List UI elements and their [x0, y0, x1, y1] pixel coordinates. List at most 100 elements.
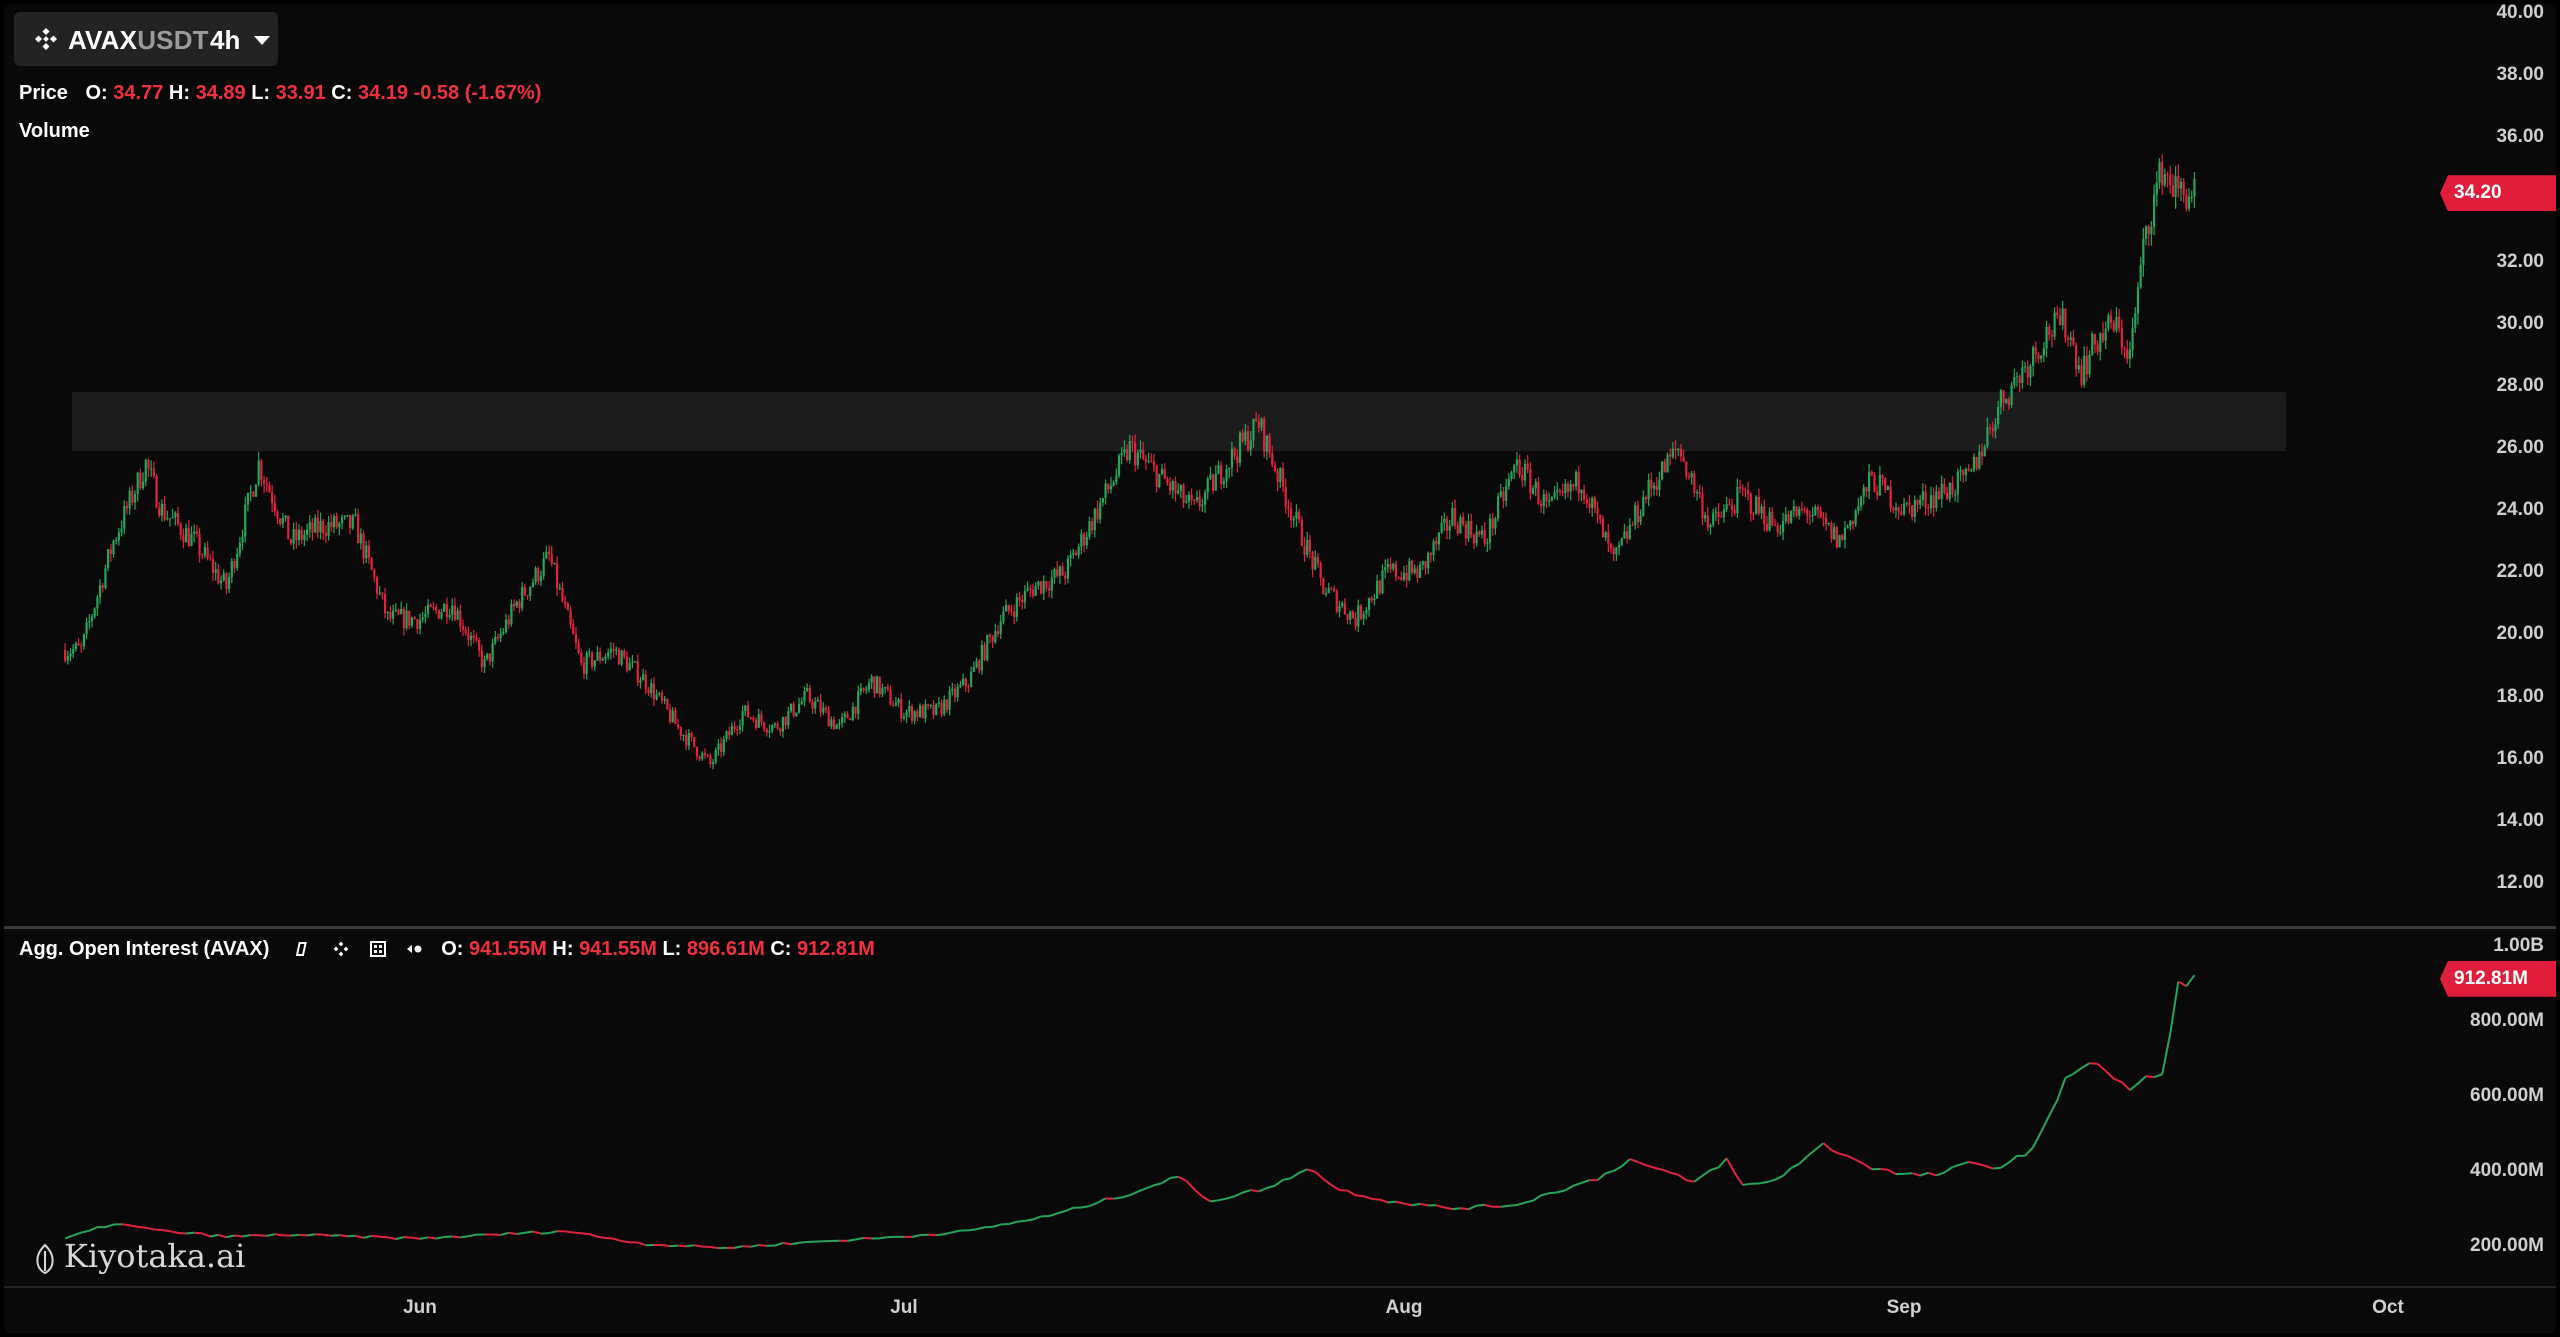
price-candle	[935, 703, 938, 715]
price-candle	[776, 723, 779, 729]
price-candle	[2026, 366, 2029, 378]
price-candle	[1800, 508, 1804, 510]
price-candle	[1147, 460, 1150, 462]
price-candle	[1330, 588, 1333, 590]
price-candle	[1980, 451, 1984, 457]
price-candle	[410, 617, 414, 626]
price-candle	[1913, 500, 1916, 518]
price-candle	[808, 687, 811, 702]
oi-line-segment	[1508, 1204, 1518, 1207]
price-candle	[1389, 564, 1392, 569]
oi-line-segment	[661, 1244, 671, 1248]
oi-line-segment	[847, 1238, 856, 1242]
price-candle	[72, 649, 75, 654]
price-candle	[746, 705, 750, 718]
stack-icon[interactable]	[295, 941, 311, 957]
price-candle	[271, 492, 274, 504]
price-candle	[128, 490, 131, 509]
price-candle	[397, 609, 400, 614]
price-candle	[553, 563, 556, 565]
price-candle	[1892, 508, 1895, 510]
oi-line-segment	[581, 1232, 590, 1236]
price-candle	[1897, 507, 1900, 512]
price-candle	[1841, 535, 1844, 540]
price-candle	[1427, 553, 1430, 569]
oi-axis-label: 200.00M	[2470, 1235, 2544, 1256]
oi-line-segment	[1226, 1195, 1235, 1200]
price-candle	[1545, 494, 1548, 502]
oi-line-segment	[1943, 1166, 1954, 1174]
price-candle	[90, 616, 94, 622]
price-candle	[1553, 492, 1556, 498]
price-candle	[1462, 516, 1465, 525]
oi-line-segment	[1984, 1164, 1994, 1170]
price-candle	[1744, 489, 1747, 491]
oi-line-segment	[1258, 1186, 1268, 1193]
price-candle	[685, 735, 688, 746]
price-candle	[1187, 494, 1191, 502]
price-candle	[359, 533, 362, 544]
oi-line-segment	[1766, 1178, 1776, 1183]
swap-icon[interactable]	[406, 941, 424, 957]
price-candle	[1214, 473, 1217, 491]
oi-line-segment	[1403, 1202, 1413, 1207]
price-candle	[308, 522, 311, 530]
price-candle	[1542, 494, 1545, 507]
symbol-selector[interactable]: AVAXUSDT 4h	[14, 12, 278, 66]
oi-low-value: 896.61M	[686, 938, 765, 960]
price-candle	[1954, 494, 1957, 496]
price-candle	[1730, 504, 1734, 511]
binance-icon[interactable]	[333, 941, 349, 957]
price-candle	[542, 558, 545, 576]
price-candle	[741, 711, 744, 726]
oi-line-segment	[863, 1236, 872, 1240]
price-candle	[1271, 453, 1274, 466]
price-candle	[1281, 468, 1285, 487]
price-candle	[217, 569, 220, 584]
oi-line-segment	[1193, 1188, 1204, 1198]
oi-line-segment	[274, 1233, 284, 1237]
chart-canvas[interactable]	[4, 4, 2556, 1333]
price-candle	[714, 749, 717, 763]
oi-line-segment	[298, 1233, 308, 1237]
price-candle	[1354, 617, 1357, 627]
oi-line-segment	[589, 1233, 598, 1238]
price-candle	[2002, 390, 2005, 403]
price-candle	[1432, 541, 1435, 555]
price-candle	[2093, 333, 2097, 345]
price-candle	[1846, 526, 1849, 529]
price-candle	[986, 635, 989, 660]
oi-line-segment	[1613, 1165, 1623, 1172]
price-candle	[1717, 511, 1720, 517]
price-candle	[373, 569, 376, 578]
price-candle	[924, 704, 927, 719]
oi-line-segment	[734, 1245, 743, 1249]
price-candle	[1655, 485, 1658, 491]
oi-icon-row	[281, 938, 430, 961]
price-candle	[155, 475, 158, 508]
price-candle	[1316, 556, 1320, 564]
price-candle	[2139, 264, 2142, 288]
oi-line-segment	[1661, 1168, 1671, 1174]
price-candle	[2066, 337, 2070, 340]
price-candle	[1394, 563, 1398, 578]
oi-line-segment	[1379, 1198, 1389, 1204]
price-candle	[1808, 515, 1812, 517]
price-candle	[1521, 475, 1524, 481]
price-candle	[370, 557, 373, 570]
price-candle	[80, 645, 83, 647]
exchange-grid-icon[interactable]	[370, 941, 387, 957]
price-candle	[1948, 482, 1951, 499]
price-candle	[1080, 533, 1083, 547]
price-candle	[1370, 598, 1373, 601]
price-candle	[1284, 486, 1287, 507]
price-candle	[695, 746, 699, 757]
price-candle	[2115, 316, 2118, 331]
oi-line-segment	[2113, 1077, 2123, 1084]
oi-line-segment	[1645, 1164, 1655, 1169]
price-candle	[335, 516, 338, 528]
price-candle	[1838, 535, 1841, 548]
chevron-down-icon[interactable]	[254, 36, 270, 45]
price-candle	[1478, 531, 1481, 535]
timeframe-label[interactable]: 4h	[210, 25, 241, 55]
